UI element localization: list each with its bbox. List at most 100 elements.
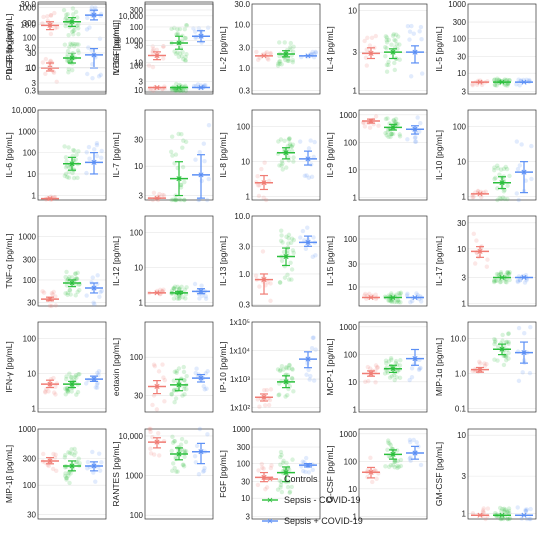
data-point: [40, 60, 46, 65]
data-point: [413, 139, 419, 144]
panel-il-15: 10 30 100 IL-15 [pg/mL]: [321, 214, 429, 315]
data-point: [76, 50, 81, 55]
data-point: [52, 10, 57, 16]
y-tick-label: 100: [453, 35, 467, 44]
data-point: [290, 59, 296, 65]
data-point: [495, 186, 500, 191]
chart-il-13: 0.3 1.0 3.0 10.0 IL-13 [pg/mL]: [218, 212, 321, 309]
data-point: [278, 482, 284, 488]
data-point: [291, 44, 296, 49]
data-point: [277, 163, 282, 168]
data-point: [62, 473, 68, 479]
data-point: [484, 361, 489, 367]
data-point: [182, 392, 187, 397]
data-point: [170, 153, 175, 158]
median-marker: [368, 371, 374, 377]
data-point: [93, 385, 98, 390]
y-tick-label: 1000: [125, 37, 143, 46]
data-point: [523, 508, 529, 514]
data-point: [505, 196, 510, 202]
median-marker: [69, 19, 75, 25]
data-point: [495, 358, 500, 363]
y-axis-label: IP-10 [pg/mL]: [218, 341, 228, 392]
data-point: [266, 57, 271, 62]
data-point: [64, 388, 69, 393]
data-point: [483, 189, 488, 194]
data-point: [506, 341, 511, 346]
y-tick-label: 100: [23, 481, 37, 490]
data-point: [255, 174, 260, 179]
data-point: [506, 271, 511, 276]
data-point: [74, 42, 80, 47]
data-point: [152, 363, 158, 369]
data-point: [285, 272, 290, 278]
data-point: [507, 173, 512, 179]
data-point: [388, 134, 393, 140]
data-point: [74, 392, 79, 397]
data-point: [52, 25, 58, 31]
data-point: [85, 466, 90, 471]
data-point: [193, 370, 198, 376]
data-point: [175, 50, 180, 55]
data-point: [261, 466, 266, 471]
data-point: [365, 35, 370, 40]
data-point: [68, 375, 74, 380]
data-point: [63, 452, 68, 458]
y-tick-label: 3.0: [239, 242, 251, 251]
data-point: [181, 364, 186, 370]
panel-ifn: 1 10 100 IFN-γ [pg/mL]: [0, 320, 108, 421]
data-point: [516, 77, 521, 82]
data-point: [368, 366, 373, 371]
data-point: [48, 194, 54, 199]
data-point: [76, 372, 81, 377]
data-point: [386, 298, 391, 303]
data-point: [183, 58, 188, 63]
data-point: [498, 271, 503, 277]
data-point: [362, 293, 367, 298]
data-point: [255, 482, 261, 488]
data-point: [310, 335, 316, 341]
data-point: [178, 185, 184, 190]
data-point: [286, 58, 291, 64]
data-point: [492, 278, 497, 284]
y-tick-label: 10: [241, 494, 250, 503]
data-point: [68, 41, 73, 46]
data-point: [205, 25, 211, 30]
data-point: [281, 367, 286, 372]
data-point: [366, 378, 371, 384]
y-tick-label: 3: [462, 472, 467, 481]
data-point: [66, 175, 72, 180]
plot-frame: [37, 215, 107, 307]
data-point: [180, 88, 185, 93]
data-point: [407, 37, 412, 42]
data-point: [279, 479, 284, 485]
data-point: [287, 143, 293, 148]
data-point: [388, 462, 394, 468]
data-point: [94, 382, 100, 387]
data-point: [66, 145, 71, 150]
data-point: [89, 5, 95, 10]
data-point: [154, 407, 160, 412]
data-point: [177, 26, 183, 32]
data-point: [41, 451, 46, 457]
y-tick-label: 100: [130, 61, 144, 70]
data-point: [495, 166, 501, 171]
data-point: [290, 248, 296, 253]
panel-mcp-1: 1 10 100 1000 MCP-1 [pg/mL]: [321, 320, 429, 421]
data-point: [183, 439, 189, 445]
y-tick-label: 10.0: [234, 21, 250, 30]
data-point: [290, 367, 295, 372]
y-tick-label: 30: [457, 219, 466, 228]
data-point: [384, 133, 389, 138]
median-marker: [521, 350, 527, 356]
data-point: [83, 381, 89, 386]
data-point: [507, 516, 512, 522]
panel-il-7: 3 10 30 IL-7 [pg/mL]: [107, 108, 215, 209]
data-point: [170, 87, 175, 93]
data-point: [287, 136, 292, 141]
y-tick-label: 100: [237, 460, 251, 469]
data-point: [72, 42, 78, 47]
data-point: [495, 344, 501, 349]
data-point: [482, 361, 487, 366]
data-point: [395, 463, 400, 469]
